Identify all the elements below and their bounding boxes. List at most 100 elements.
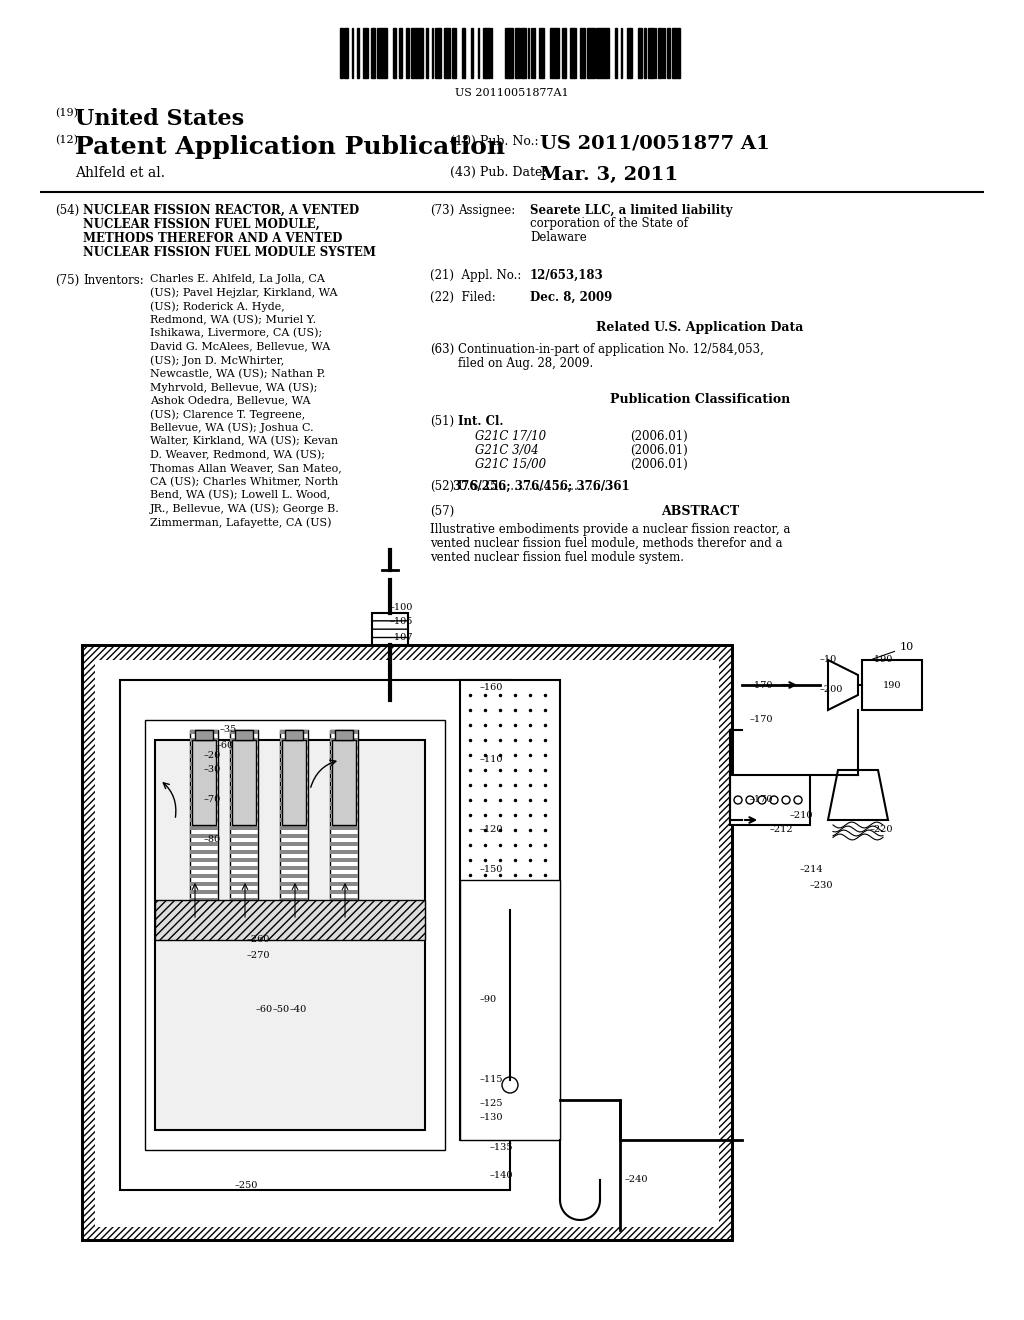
Bar [330, 770, 358, 774]
Text: (19): (19) [55, 108, 78, 119]
Bar [483, 28, 485, 78]
Bar [381, 28, 385, 78]
Text: Thomas Allan Weaver, San Mateo,: Thomas Allan Weaver, San Mateo, [150, 463, 342, 473]
Text: –70: –70 [204, 796, 221, 804]
Bar [377, 28, 381, 78]
Text: (75): (75) [55, 275, 79, 286]
Bar [230, 842, 258, 846]
Text: –170: –170 [750, 715, 773, 725]
Text: U.S. Cl.: U.S. Cl. [458, 480, 502, 492]
Bar [120, 680, 510, 1191]
Circle shape [734, 796, 742, 804]
Text: Ishikawa, Livermore, CA (US);: Ishikawa, Livermore, CA (US); [150, 327, 323, 338]
Text: (63): (63) [430, 343, 455, 356]
Bar [674, 28, 678, 78]
Bar [330, 803, 358, 807]
Text: –240: –240 [625, 1176, 648, 1184]
Bar [190, 826, 218, 830]
Bar [330, 762, 358, 766]
Bar [516, 28, 520, 78]
Text: (US); Pavel Hejzlar, Kirkland, WA: (US); Pavel Hejzlar, Kirkland, WA [150, 288, 338, 298]
Bar [462, 28, 464, 78]
Bar [190, 777, 218, 781]
Text: (21)  Appl. No.:: (21) Appl. No.: [430, 269, 521, 282]
Bar [145, 719, 445, 1150]
Text: –220: –220 [870, 825, 894, 834]
Text: –115: –115 [480, 1076, 504, 1085]
Bar [550, 28, 553, 78]
Bar [590, 28, 593, 78]
Bar [420, 28, 423, 78]
Bar [572, 28, 575, 78]
Text: –270: –270 [247, 950, 270, 960]
Text: –190: –190 [870, 656, 893, 664]
Text: G21C 3/04: G21C 3/04 [475, 444, 539, 457]
Bar [190, 785, 218, 789]
Bar [280, 866, 308, 870]
Bar [82, 645, 732, 1239]
Bar [190, 746, 218, 750]
Bar [190, 842, 218, 846]
Text: –80: –80 [204, 836, 221, 845]
Text: –40: –40 [290, 1006, 307, 1015]
Bar [599, 28, 602, 78]
Bar [330, 898, 358, 902]
Bar [341, 28, 343, 78]
Bar [230, 795, 258, 799]
Text: Ashok Odedra, Bellevue, WA: Ashok Odedra, Bellevue, WA [150, 396, 310, 405]
Text: –20: –20 [204, 751, 221, 759]
Bar [542, 28, 544, 78]
Bar [230, 850, 258, 854]
Bar [230, 730, 258, 734]
Bar [190, 770, 218, 774]
Bar [280, 777, 308, 781]
Text: –120: –120 [480, 825, 504, 834]
Text: Patent Application Publication: Patent Application Publication [75, 135, 505, 158]
Text: –125: –125 [480, 1098, 504, 1107]
Bar [280, 730, 308, 900]
Text: –105: –105 [390, 616, 414, 626]
Polygon shape [828, 770, 888, 820]
Text: –60: –60 [256, 1006, 273, 1015]
Text: G21C 15/00: G21C 15/00 [475, 458, 546, 471]
Text: (US); Roderick A. Hyde,: (US); Roderick A. Hyde, [150, 301, 285, 312]
Bar [587, 28, 589, 78]
Bar [593, 28, 595, 78]
Bar [372, 612, 408, 645]
Bar [82, 645, 732, 1239]
Text: –30: –30 [204, 766, 221, 775]
Bar [280, 803, 308, 807]
Bar [190, 874, 218, 878]
Bar [330, 738, 358, 742]
Bar [602, 28, 604, 78]
Bar [230, 898, 258, 902]
Text: –140: –140 [490, 1171, 513, 1180]
Bar [330, 890, 358, 894]
Bar [230, 834, 258, 838]
Polygon shape [828, 660, 858, 710]
Text: –100: –100 [390, 603, 414, 612]
Bar [553, 28, 556, 78]
Bar [230, 818, 258, 822]
Bar [190, 738, 218, 742]
Bar [280, 754, 308, 758]
Text: –210: –210 [790, 810, 813, 820]
Bar [280, 858, 308, 862]
Text: (22)  Filed:: (22) Filed: [430, 290, 496, 304]
Text: Related U.S. Application Data: Related U.S. Application Data [596, 321, 804, 334]
Bar [282, 741, 306, 825]
Bar [230, 754, 258, 758]
Bar [280, 818, 308, 822]
Bar [644, 28, 646, 78]
Text: –170: –170 [750, 681, 773, 689]
Bar [330, 842, 358, 846]
Bar [330, 818, 358, 822]
Text: (US); Jon D. McWhirter,: (US); Jon D. McWhirter, [150, 355, 285, 366]
Bar [330, 858, 358, 862]
Bar [487, 28, 489, 78]
Text: (12): (12) [55, 135, 78, 145]
Bar [364, 28, 368, 78]
Bar [280, 882, 308, 886]
Bar [280, 810, 308, 814]
Bar [230, 858, 258, 862]
